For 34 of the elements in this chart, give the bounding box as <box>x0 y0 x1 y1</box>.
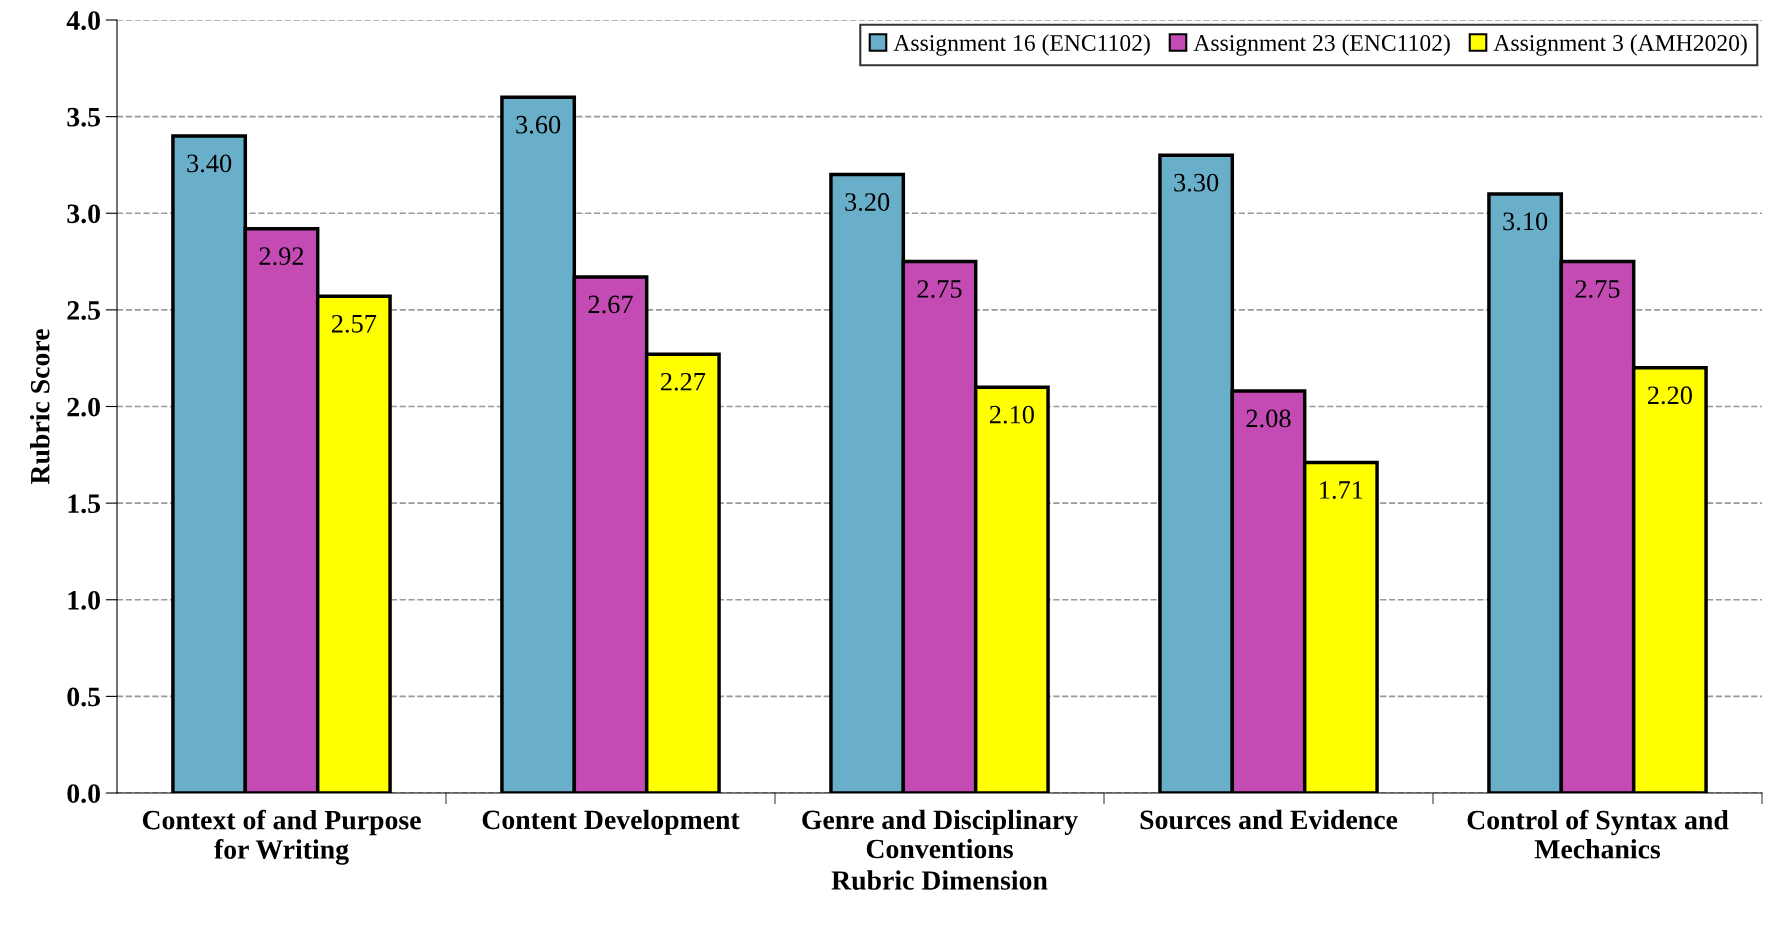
y-tick-label: 2.5 <box>67 301 101 320</box>
x-tick-label: Genre and Disciplinary Conventions <box>802 809 1078 859</box>
data-label: 3.10 <box>1503 212 1548 231</box>
data-label: 1.71 <box>1320 481 1363 499</box>
data-label: 3.40 <box>187 154 232 173</box>
y-tick-label: 1.5 <box>68 494 101 514</box>
x-tick-label: Sources and Evidence <box>1140 809 1398 830</box>
y-tick-label: 4.0 <box>66 11 100 31</box>
data-label: 2.10 <box>989 405 1034 424</box>
data-label: 2.27 <box>660 372 706 391</box>
data-label: 2.75 <box>917 280 962 298</box>
x-tick-label: Content Development <box>482 809 740 835</box>
legend-label: Assignment 3 (AMH2020) <box>1493 34 1747 56</box>
data-label: 3.30 <box>1174 173 1219 192</box>
x-tick-label: Context of and Purpose for Writing <box>142 809 421 865</box>
y-tick-label: 2.0 <box>67 397 100 417</box>
y-tick-label: 1.0 <box>68 590 100 610</box>
data-label: 2.75 <box>1575 280 1620 298</box>
data-label: 3.60 <box>516 115 561 134</box>
data-label: 2.20 <box>1647 386 1692 405</box>
x-axis-title: Rubric Dimension <box>831 870 1048 890</box>
y-tick-label: 0.0 <box>67 784 100 804</box>
data-label: 2.57 <box>331 314 377 333</box>
y-tick-label: 0.5 <box>67 687 101 707</box>
y-axis-title: Rubric Score <box>30 329 50 485</box>
legend-label: Assignment 16 (ENC1102) <box>893 34 1150 56</box>
x-tick-label: Control of Syntax and Mechanics <box>1467 809 1729 859</box>
data-label: 3.20 <box>845 193 890 212</box>
legend-label: Assignment 23 (ENC1102) <box>1193 34 1450 56</box>
y-tick-label: 3.0 <box>67 204 100 224</box>
y-tick-label: 3.5 <box>67 107 101 127</box>
data-label: 2.92 <box>259 247 304 266</box>
data-label: 2.67 <box>588 295 633 314</box>
data-label: 2.08 <box>1246 409 1291 428</box>
